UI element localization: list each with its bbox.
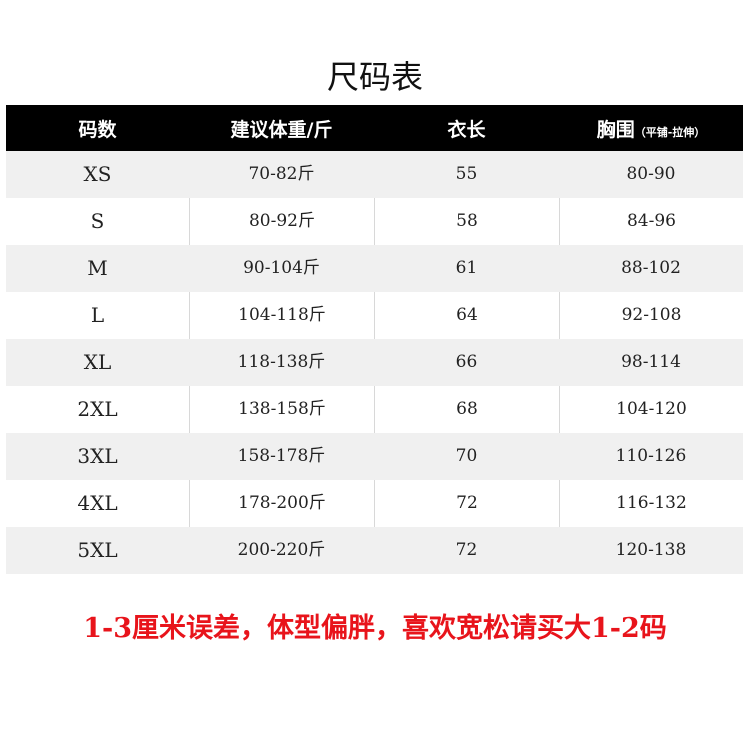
table-row: XL 118-138斤 66 98-114 [6,339,743,386]
cell-chest: 84-96 [559,198,743,245]
cell-size: 5XL [77,538,118,562]
cell-size: 2XL [77,397,118,421]
table-row: M 90-104斤 61 88-102 [6,245,743,292]
fit-note: 1-3厘米误差，体型偏胖，喜欢宽松请买大1-2码 [83,613,667,644]
cell-weight: 70-82斤 [248,164,315,184]
cell-length: 61 [455,258,478,278]
cell-weight: 200-220斤 [237,540,326,560]
cell-length: 68 [374,386,559,433]
cell-chest: 92-108 [559,292,743,339]
cell-chest: 98-114 [621,352,681,372]
cell-length: 66 [455,352,478,372]
cell-chest: 120-138 [615,540,687,560]
cell-length: 72 [455,540,478,560]
cell-length: 70 [455,446,478,466]
table-row: S 80-92斤 58 84-96 [6,198,743,245]
cell-weight: 104-118斤 [189,292,374,339]
cell-size: 3XL [77,444,118,468]
cell-weight: 118-138斤 [237,352,326,372]
header-chest-label: 胸围 [596,118,635,141]
cell-chest: 104-120 [559,386,743,433]
table-row: 2XL 138-158斤 68 104-120 [6,386,743,433]
table-row: 4XL 178-200斤 72 116-132 [6,480,743,527]
cell-size: XL [83,350,112,374]
cell-weight: 138-158斤 [189,386,374,433]
size-chart-table: 码数 建议体重/斤 衣长 胸围（平铺-拉伸） XS 70-82斤 55 80-90 S 8… [6,105,743,574]
cell-size: M [87,256,108,280]
table-row: XS 70-82斤 55 80-90 [6,151,743,198]
cell-chest: 116-132 [559,480,743,527]
header-chest-note: （平铺-拉伸） [634,125,706,139]
cell-size: L [90,303,105,327]
cell-weight: 80-92斤 [189,198,374,245]
header-size: 码数 [78,118,117,141]
cell-chest: 110-126 [615,446,687,466]
cell-size: S [90,209,105,233]
cell-weight: 178-200斤 [189,480,374,527]
page-title: 尺码表 [326,58,423,96]
cell-size: XS [83,162,112,186]
table-row: 5XL 200-220斤 72 120-138 [6,527,743,574]
table-header: 码数 建议体重/斤 衣长 胸围（平铺-拉伸） [6,105,743,151]
cell-length: 64 [374,292,559,339]
cell-chest: 88-102 [621,258,681,278]
header-weight: 建议体重/斤 [230,118,333,141]
cell-length: 72 [374,480,559,527]
cell-length: 58 [374,198,559,245]
table-row: 3XL 158-178斤 70 110-126 [6,433,743,480]
header-length: 衣长 [447,118,486,141]
table-row: L 104-118斤 64 92-108 [6,292,743,339]
cell-weight: 90-104斤 [243,258,320,278]
header-chest: 胸围（平铺-拉伸） [559,115,743,142]
cell-chest: 80-90 [626,164,676,184]
cell-weight: 158-178斤 [237,446,326,466]
cell-size: 4XL [77,491,118,515]
cell-length: 55 [455,164,478,184]
